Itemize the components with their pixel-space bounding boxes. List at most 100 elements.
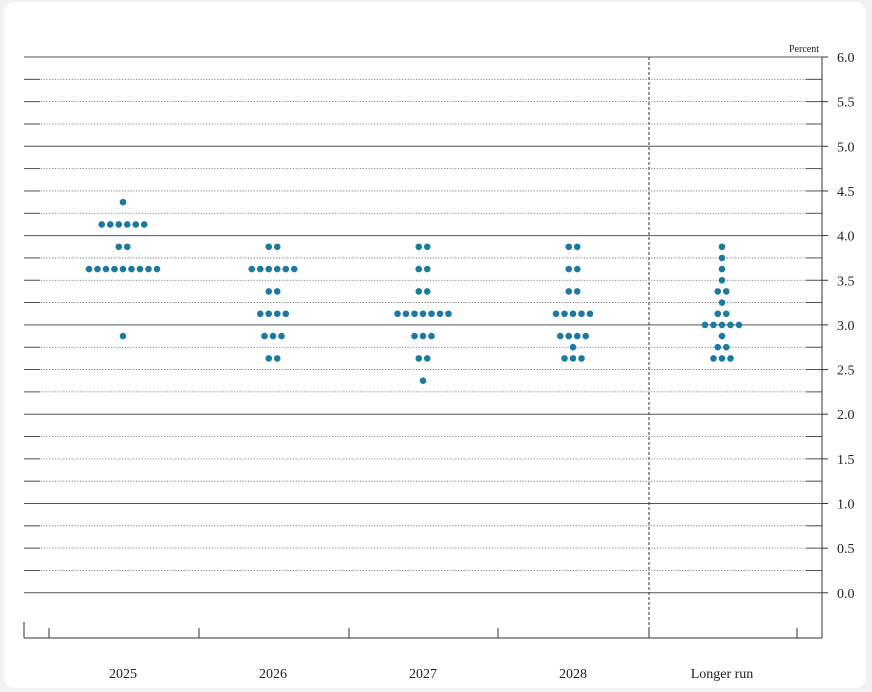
projection-dot <box>423 288 431 295</box>
projection-dot <box>714 288 722 295</box>
projection-dot <box>419 332 427 340</box>
projection-dot <box>718 243 726 251</box>
projection-dot <box>256 310 264 318</box>
y-tick-label: 0.0 <box>837 587 855 602</box>
projection-dot <box>423 265 431 273</box>
projection-dot <box>423 243 431 251</box>
projection-dot <box>290 265 298 273</box>
projection-dot <box>701 321 709 329</box>
projection-dot <box>565 243 573 251</box>
projection-dot <box>423 355 431 362</box>
y-tick-labels: 6.0 5.5 5.0 4.5 4.0 3.5 3.0 2.5 2.0 1.5 1.0 0.5 0.0 <box>822 51 855 602</box>
x-tick-label: 2028 <box>559 667 587 682</box>
projection-dot <box>123 221 131 228</box>
projection-dot <box>714 343 722 351</box>
dot-plot-chart: Percent 6.0 5.5 5.0 4.5 4.0 3.5 3.0 2.5 2.0 1.5 1.… <box>23 44 855 682</box>
y-axis-label: Percent <box>789 44 819 55</box>
projection-dot <box>735 321 743 329</box>
projection-dot <box>722 343 730 351</box>
y-tick-label: 4.5 <box>837 185 855 200</box>
projection-dot <box>552 310 560 318</box>
x-tick-labels: 2025 2026 2027 2028 Longer run <box>109 667 753 682</box>
projection-dot <box>718 254 726 262</box>
projection-dot <box>578 355 585 362</box>
x-tick-label: Longer run <box>691 667 754 682</box>
projection-dot <box>256 265 264 273</box>
projection-dot <box>265 265 273 273</box>
projection-dot <box>265 355 273 362</box>
projection-dot <box>111 265 118 273</box>
projection-dot <box>722 288 730 295</box>
projection-dot <box>273 355 281 362</box>
projection-dot <box>727 321 734 329</box>
projection-dot <box>578 310 585 318</box>
grid-lines <box>24 56 822 594</box>
projection-dot <box>273 265 281 273</box>
projection-dot <box>128 265 135 273</box>
projection-dot <box>710 321 717 329</box>
y-tick-label: 6.0 <box>837 51 855 66</box>
projection-dot <box>718 276 726 284</box>
projection-dot <box>265 243 273 251</box>
y-tick-label: 2.5 <box>837 364 855 379</box>
dots <box>85 198 743 385</box>
projection-dot <box>415 288 423 295</box>
y-tick-label: 3.0 <box>837 319 855 334</box>
projection-dot <box>153 265 161 273</box>
projection-dot <box>402 310 410 318</box>
projection-dot <box>106 221 114 228</box>
projection-dot <box>415 265 423 273</box>
projection-dot <box>98 221 106 228</box>
projection-dot <box>710 355 717 362</box>
projection-dot <box>394 310 401 318</box>
projection-dot <box>561 310 568 318</box>
projection-dot <box>569 343 577 351</box>
projection-dot <box>718 299 726 306</box>
projection-dot <box>94 265 101 273</box>
projection-dot <box>573 243 581 251</box>
projection-dot <box>582 332 590 340</box>
y-tick-label: 1.0 <box>837 498 855 513</box>
axes <box>23 57 823 639</box>
x-tick-label: 2025 <box>109 667 137 682</box>
projection-dot <box>556 332 564 340</box>
projection-dot <box>565 288 573 295</box>
projection-dot <box>261 332 268 340</box>
y-tick-label: 2.0 <box>837 408 855 423</box>
projection-dot <box>85 265 93 273</box>
y-tick-label: 4.0 <box>837 230 855 245</box>
projection-dot <box>123 243 131 251</box>
chart-frame: Percent 6.0 5.5 5.0 4.5 4.0 3.5 3.0 2.5 2.0 1.5 1.… <box>4 2 866 688</box>
projection-dot <box>415 355 423 362</box>
projection-dot <box>561 355 568 362</box>
projection-dot <box>569 355 577 362</box>
projection-dot <box>718 321 726 329</box>
y-tick-label: 5.0 <box>837 140 855 155</box>
projection-dot <box>282 310 290 318</box>
projection-dot <box>722 310 730 318</box>
projection-dot <box>282 265 290 273</box>
projection-dot <box>140 221 148 228</box>
projection-dot <box>565 265 573 273</box>
projection-dot <box>273 288 281 295</box>
projection-dot <box>119 198 127 206</box>
projection-dot <box>278 332 285 340</box>
projection-dot <box>145 265 152 273</box>
projection-dot <box>273 243 281 251</box>
projection-dot <box>428 332 435 340</box>
projection-dot <box>273 310 281 318</box>
projection-dot <box>718 332 726 340</box>
projection-dot <box>718 355 726 362</box>
projection-dot <box>419 377 427 385</box>
projection-dot <box>445 310 452 318</box>
projection-dot <box>727 355 734 362</box>
projection-dot <box>265 288 273 295</box>
projection-dot <box>428 310 435 318</box>
projection-dot <box>132 221 140 228</box>
projection-dot <box>102 265 110 273</box>
projection-dot <box>119 265 127 273</box>
projection-dot <box>115 221 123 228</box>
projection-dot <box>136 265 144 273</box>
projection-dot <box>573 265 581 273</box>
projection-dot <box>586 310 594 318</box>
